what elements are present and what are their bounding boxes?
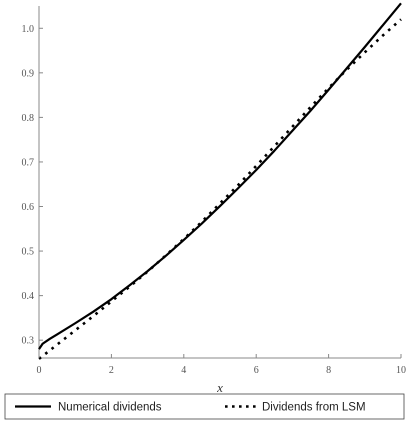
x-tick-label: 10 <box>396 365 406 376</box>
x-tick-label: 8 <box>326 365 331 376</box>
y-tick-label: 0.3 <box>22 336 35 347</box>
y-tick-label: 0.6 <box>22 202 35 213</box>
x-tick-label: 6 <box>254 365 259 376</box>
x-axis-title: x <box>216 380 223 395</box>
chart-legend: Numerical dividends Dividends from LSM <box>4 393 405 420</box>
x-tick-label: 4 <box>181 365 186 376</box>
series-line-numerical <box>38 2 402 350</box>
legend-label-lsm: Dividends from LSM <box>262 402 366 414</box>
y-tick-label: 0.5 <box>22 247 35 258</box>
legend-label-numerical: Numerical dividends <box>58 402 162 414</box>
x-tick-label: 0 <box>37 365 42 376</box>
y-tick-label: 0.7 <box>22 157 35 168</box>
chart-ticks: 0 2 4 6 8 10 0.3 0.4 0.5 0.6 0.7 0.8 0.9 1.0 <box>22 24 407 376</box>
y-tick-label: 1.0 <box>22 24 35 35</box>
series-line-lsm <box>38 18 402 360</box>
chart-series <box>38 2 402 360</box>
legend-box <box>4 393 405 420</box>
y-tick-label: 0.8 <box>22 113 35 124</box>
x-tick-label: 2 <box>109 365 114 376</box>
y-tick-label: 0.4 <box>22 291 35 302</box>
y-tick-label: 0.9 <box>22 68 35 79</box>
chart-axes <box>38 6 401 359</box>
